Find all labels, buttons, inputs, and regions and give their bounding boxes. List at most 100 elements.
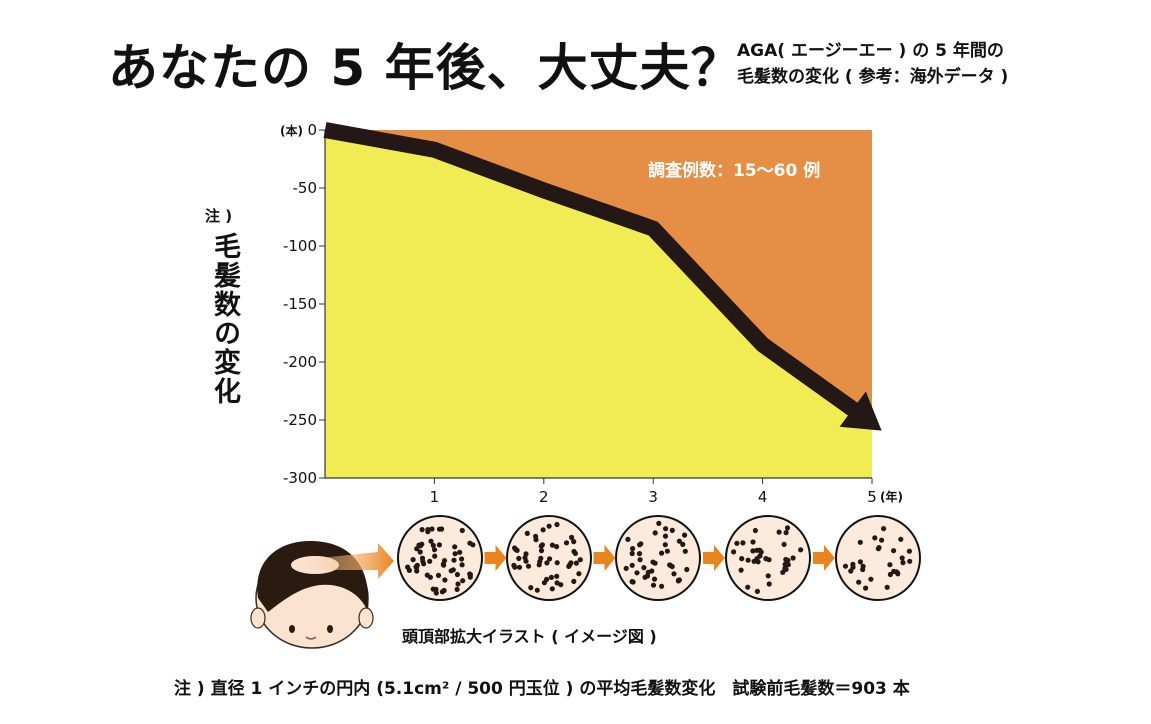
hair-follicle-dot xyxy=(467,574,473,580)
hair-follicle-dot xyxy=(899,555,905,561)
hair-follicle-dot xyxy=(549,586,555,592)
hair-follicle-dot xyxy=(410,557,416,563)
y-tick-label: -50 xyxy=(293,179,318,197)
subtitle-line-2: 毛髪数の変化 ( 参考：海外データ ) xyxy=(737,67,1009,87)
hair-follicle-dot xyxy=(868,576,874,582)
hair-follicle-dot xyxy=(441,587,447,594)
x-tick-label: 5 xyxy=(867,488,877,506)
hair-follicle-dot xyxy=(887,571,894,578)
hair-follicle-dot xyxy=(436,526,443,532)
hair-follicle-dot xyxy=(638,541,644,547)
hair-follicle-dot xyxy=(576,571,582,577)
hair-follicle-dot xyxy=(459,556,465,562)
hair-follicle-dot xyxy=(636,551,643,557)
hair-follicle-dot xyxy=(571,539,577,545)
hair-follicle-dot xyxy=(546,523,552,529)
hair-follicle-dot xyxy=(667,562,673,568)
hair-follicle-dot xyxy=(558,582,564,588)
hair-follicle-dot xyxy=(435,572,442,579)
hair-follicle-dot xyxy=(544,560,550,566)
hair-follicle-dot xyxy=(577,557,583,563)
hair-follicle-dot xyxy=(625,536,631,543)
y-axis-note: 注 ) xyxy=(205,207,233,225)
y-tick-label: -250 xyxy=(283,411,317,429)
hair-follicle-dot xyxy=(448,568,454,574)
progression-arrow xyxy=(703,545,725,571)
x-tick-label: 4 xyxy=(758,488,768,506)
hair-follicle-dot xyxy=(872,535,878,541)
hair-follicle-dot xyxy=(554,573,560,579)
y-tick-label: -100 xyxy=(283,237,317,255)
hair-follicle-dot xyxy=(540,527,546,533)
hair-follicle-dot xyxy=(637,557,643,563)
hair-follicle-dot xyxy=(738,567,744,573)
hair-follicle-dot xyxy=(427,558,433,564)
hair-follicle-dot xyxy=(441,558,448,564)
hair-follicle-dot xyxy=(544,576,550,583)
scalp-zoom-circle xyxy=(835,515,921,601)
hair-follicle-dot xyxy=(427,574,433,580)
hair-follicle-dot xyxy=(457,549,463,555)
hair-follicle-dot xyxy=(569,534,575,541)
hair-follicle-dot xyxy=(568,560,574,566)
hair-follicle-dot xyxy=(766,581,772,587)
hair-follicle-dot xyxy=(516,555,522,562)
hair-follicle-dot xyxy=(629,562,635,568)
hair-follicle-dot xyxy=(842,563,849,569)
hair-follicle-dot xyxy=(907,558,913,564)
hair-follicle-dot xyxy=(650,559,656,565)
hair-follicle-dot xyxy=(436,542,442,548)
hair-follicle-dot xyxy=(430,542,436,549)
hair-follicle-dot xyxy=(652,530,658,536)
hair-follicle-dot xyxy=(651,576,658,582)
hair-follicle-dot xyxy=(433,590,439,596)
hair-follicle-dot xyxy=(682,532,688,538)
hair-follicle-dot xyxy=(539,542,546,548)
sample-size-annotation: 調査例数：15〜60 例 xyxy=(648,160,820,181)
x-axis-unit: (年) xyxy=(880,489,903,504)
hair-follicle-dot xyxy=(766,557,772,563)
progression-arrow xyxy=(813,545,835,571)
hair-follicle-dot xyxy=(879,537,885,543)
hair-follicle-dot xyxy=(682,548,688,554)
hair-follicle-dot xyxy=(752,527,759,534)
hair-follicle-dot xyxy=(630,546,636,552)
hair-follicle-dot xyxy=(634,570,640,576)
y-tick-label: -300 xyxy=(283,469,317,487)
progression-arrows xyxy=(484,545,835,571)
nose-shape xyxy=(305,636,317,640)
ear-shape xyxy=(250,607,266,629)
remaining-hair-area xyxy=(325,130,872,478)
hair-follicle-dot xyxy=(533,537,539,543)
hair-follicle-dot xyxy=(442,577,448,583)
hair-follicle-dot xyxy=(454,586,460,593)
hair-follicle-dot xyxy=(731,549,737,555)
zoom-beam-arrow xyxy=(300,543,394,579)
hair-follicle-dot xyxy=(455,581,461,587)
hair-follicle-dot xyxy=(425,527,431,533)
hair-follicle-dot xyxy=(754,588,761,595)
y-axis-label: 毛髪数の変化 xyxy=(209,232,240,406)
hair-follicle-dot xyxy=(537,559,543,565)
hair-follicle-dot xyxy=(452,544,458,550)
hair-follicle-dot xyxy=(650,582,657,588)
y-tick-label: 0 xyxy=(307,121,317,139)
footnote: 注 ) 直径 1 インチの円内 (5.1cm² / 500 円玉位 ) の平均毛… xyxy=(174,679,910,699)
ear-shape xyxy=(358,607,374,629)
hair-follicle-dot xyxy=(857,539,863,545)
hair-follicle-dot xyxy=(431,547,438,553)
y-tick-label: -200 xyxy=(283,353,317,371)
hair-follicle-dot xyxy=(675,577,682,583)
hair-follicle-dot xyxy=(856,579,862,585)
right-eye xyxy=(327,625,333,633)
hair-follicle-dot xyxy=(563,540,570,546)
hair-follicle-dot xyxy=(783,556,789,563)
hair-follicle-dot xyxy=(656,520,662,527)
hair-follicle-dot xyxy=(429,526,435,532)
left-eye xyxy=(289,625,295,633)
hair-follicle-dot xyxy=(573,560,580,566)
hair-follicle-dot xyxy=(454,571,460,578)
hair-follicle-dot xyxy=(782,561,788,568)
hair-follicle-dot xyxy=(420,558,426,564)
hair-follicle-dot xyxy=(848,568,854,574)
